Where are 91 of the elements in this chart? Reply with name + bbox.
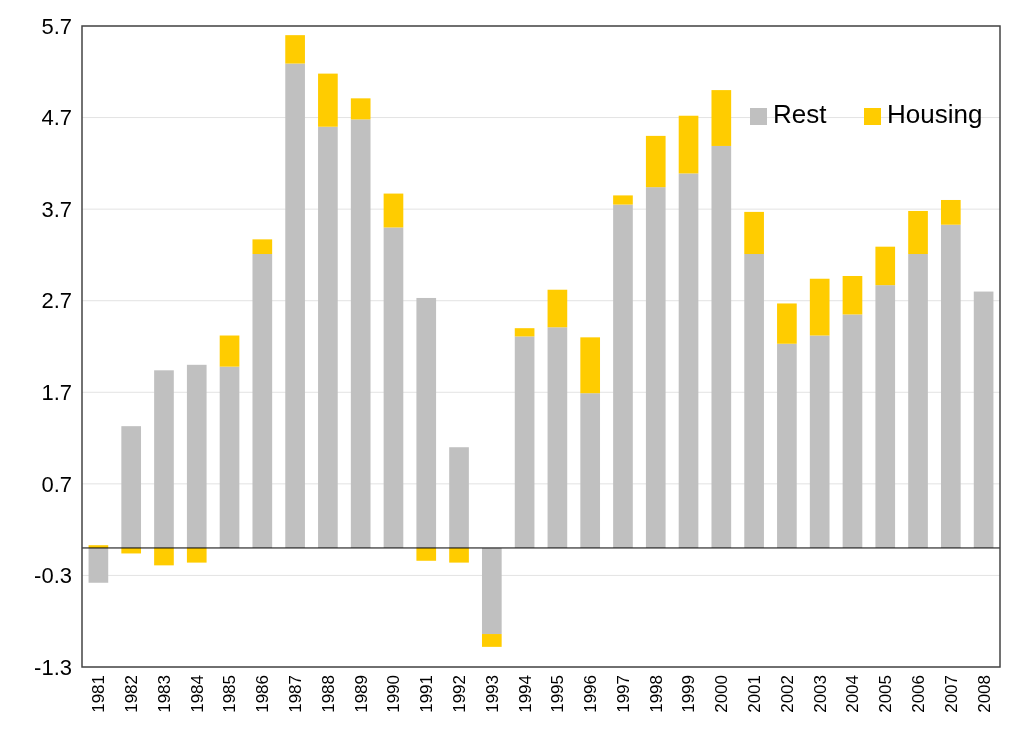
bar [678, 115, 699, 174]
x-tick-label: 1987 [286, 675, 306, 713]
x-tick-label: 2005 [876, 675, 896, 713]
bar [350, 119, 371, 548]
bar [678, 173, 699, 548]
x-tick-label: 1995 [548, 675, 568, 713]
x-tick-label: 1985 [220, 675, 240, 713]
y-tick-label: -1.3 [34, 654, 72, 680]
x-tick-label: 2003 [810, 675, 830, 713]
bar [449, 447, 469, 548]
bar [416, 297, 437, 548]
bar [416, 547, 437, 561]
bar [154, 370, 174, 548]
x-tick-label: 2006 [908, 675, 928, 713]
bar [88, 547, 109, 583]
bar [252, 254, 273, 548]
bar [645, 187, 666, 548]
x-tick-label: 1982 [122, 675, 142, 713]
bar [875, 246, 896, 286]
y-tick-label: 5.7 [41, 13, 72, 39]
bar [514, 336, 535, 548]
bar [318, 126, 338, 548]
x-tick-label: 1998 [646, 675, 666, 713]
bar [186, 364, 207, 548]
bar [350, 98, 371, 120]
y-tick-label: 3.7 [41, 196, 72, 222]
bar [514, 328, 535, 337]
x-tick-label: 2004 [843, 675, 863, 713]
x-tick-label: 1994 [515, 675, 535, 713]
bar [219, 335, 240, 367]
bar [481, 547, 502, 635]
x-tick-label: 1991 [417, 675, 437, 713]
bar [449, 547, 469, 563]
y-tick-label: 0.7 [41, 471, 72, 497]
y-tick-label: 4.7 [41, 105, 72, 131]
x-tick-label: 1996 [581, 675, 601, 713]
bar [711, 90, 732, 146]
bar [383, 227, 404, 548]
bar [744, 211, 764, 255]
x-tick-label: 1981 [89, 675, 109, 713]
bar [613, 195, 633, 205]
legend-label: Rest [773, 99, 828, 129]
y-tick-label: 1.7 [41, 379, 72, 405]
bar [940, 199, 961, 225]
x-tick-label: 1988 [318, 675, 338, 713]
y-tick-label: -0.3 [34, 563, 72, 589]
x-tick-label: 1990 [384, 675, 404, 713]
bar [547, 289, 568, 328]
x-tick-label: 1992 [449, 675, 469, 713]
bar [908, 210, 928, 255]
bar [285, 63, 305, 548]
bar [809, 335, 830, 548]
bar [908, 254, 928, 548]
bar [645, 135, 666, 188]
bar [777, 343, 797, 548]
bar [383, 193, 404, 228]
bar [547, 327, 568, 548]
bar [481, 634, 502, 647]
bar [580, 393, 601, 548]
x-tick-label: 1993 [482, 675, 502, 713]
bar [842, 314, 863, 548]
x-tick-label: 1999 [679, 675, 699, 713]
y-tick-label: 2.7 [41, 288, 72, 314]
bar [285, 35, 305, 64]
x-tick-label: 2002 [777, 675, 797, 713]
bar [842, 275, 863, 315]
bar [186, 547, 207, 563]
bar [318, 73, 338, 127]
bar [777, 303, 797, 344]
bar [252, 239, 273, 255]
x-tick-label: 2001 [745, 675, 765, 713]
x-tick-label: 1983 [154, 675, 174, 713]
bar [940, 224, 961, 548]
bar [121, 426, 142, 548]
x-tick-label: 1984 [187, 675, 207, 713]
bar [744, 254, 764, 548]
bar [973, 291, 994, 548]
x-tick-label: 1986 [253, 675, 273, 713]
x-tick-label: 1989 [351, 675, 371, 713]
bar [613, 204, 633, 548]
x-tick-label: 2008 [974, 675, 994, 713]
bar [875, 285, 896, 548]
bar [219, 366, 240, 548]
bar [580, 337, 601, 394]
x-tick-label: 1997 [613, 675, 633, 713]
x-tick-label: 2000 [712, 675, 732, 713]
legend-label: Housing [887, 99, 983, 129]
bar [809, 278, 830, 336]
bar [154, 547, 174, 566]
bar [711, 145, 732, 548]
x-tick-label: 2007 [941, 675, 961, 713]
